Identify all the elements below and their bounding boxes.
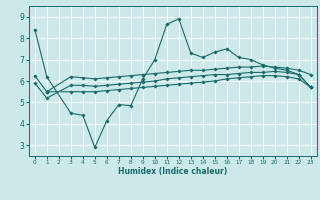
X-axis label: Humidex (Indice chaleur): Humidex (Indice chaleur) — [118, 167, 228, 176]
